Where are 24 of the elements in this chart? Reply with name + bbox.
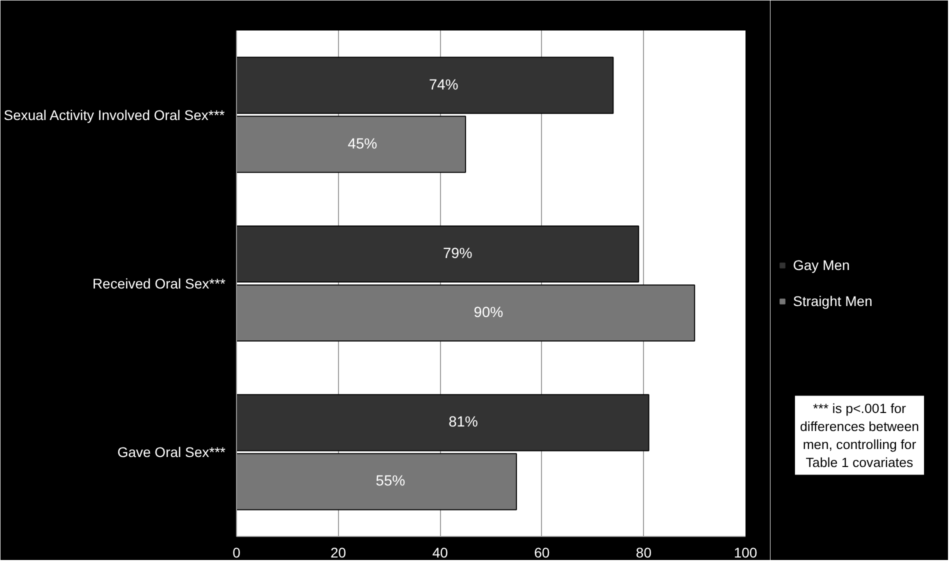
bar	[236, 225, 640, 283]
x-tick-label: 100	[734, 544, 758, 560]
x-tick-label: 60	[534, 544, 550, 560]
legend-label: Straight Men	[793, 293, 872, 309]
data-label: 45%	[348, 136, 378, 152]
x-tick-label: 0	[232, 544, 241, 560]
y-tick-label: Gave Oral Sex***	[117, 444, 226, 460]
legend-label: Gay Men	[793, 257, 850, 273]
bar	[236, 394, 650, 452]
data-label: 90%	[474, 305, 504, 322]
y-tick-label: Sexual Activity Involved Oral Sex***	[4, 106, 226, 123]
data-label: 81%	[448, 414, 478, 431]
x-tick-label: 80	[636, 544, 652, 560]
x-tick-label: 40	[432, 544, 448, 560]
data-label: 79%	[442, 246, 472, 262]
bar	[236, 56, 614, 114]
data-label: 74%	[428, 77, 458, 94]
y-tick-label: Received Oral Sex***	[92, 276, 226, 292]
text: *** is p<.001 for differences between men, controlling for Table 1 covariates	[800, 400, 920, 470]
bar	[236, 284, 696, 342]
x-tick-label: 20	[330, 544, 346, 560]
bar	[236, 453, 517, 510]
data-label: 55%	[376, 474, 406, 490]
bar	[236, 116, 466, 173]
